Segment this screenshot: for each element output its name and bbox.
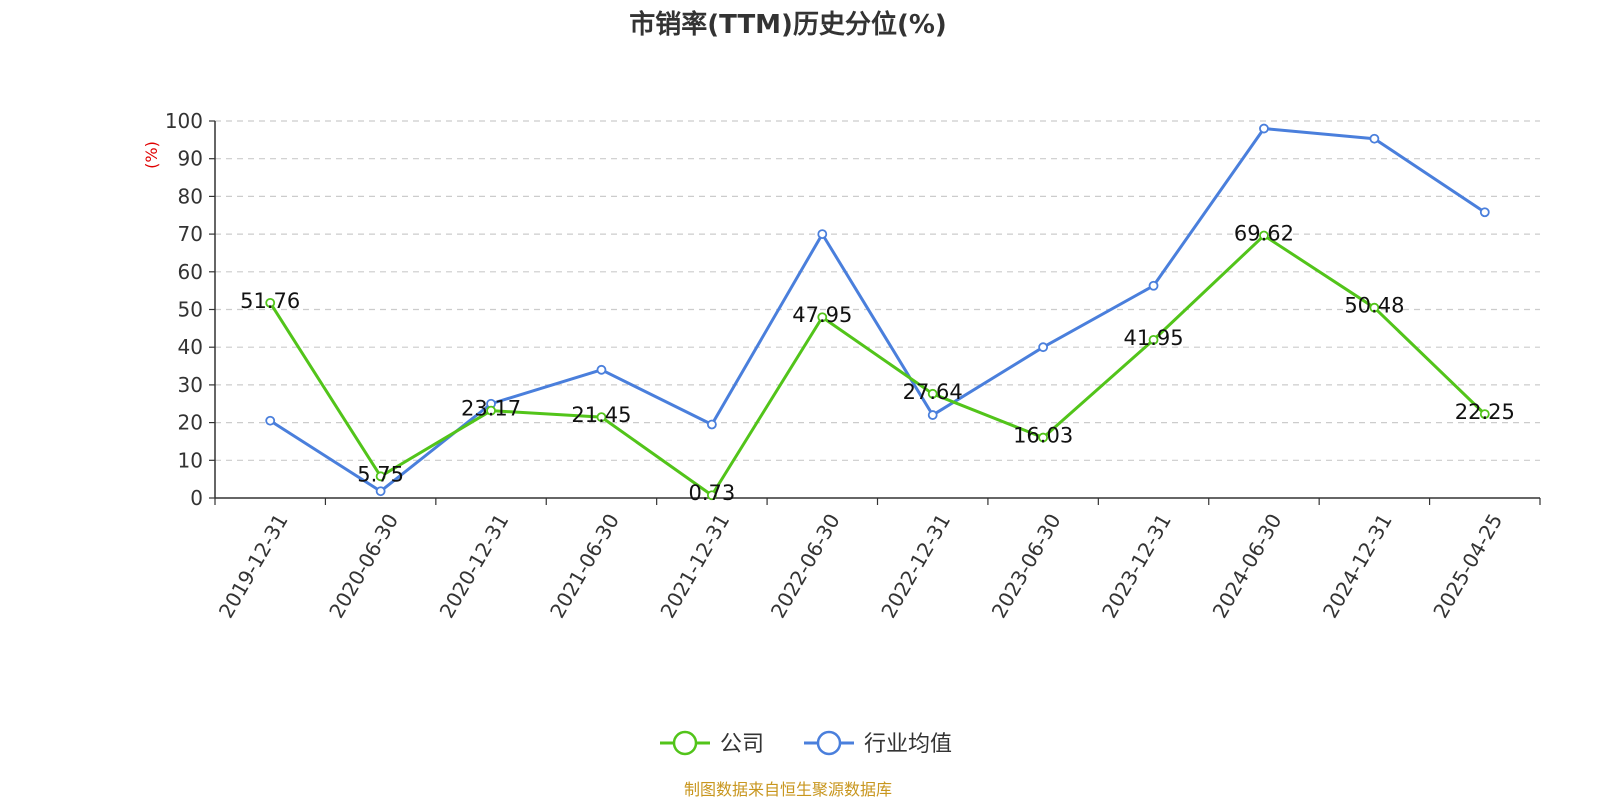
data-point <box>1259 123 1269 134</box>
grid-lines <box>215 120 1540 461</box>
data-point <box>1148 280 1159 291</box>
legend-item-company[interactable]: 公司 <box>660 730 764 757</box>
y-tick-label: 90 <box>178 147 203 171</box>
data-point <box>1369 302 1380 313</box>
data-point <box>1038 342 1049 353</box>
legend-item-industry-average[interactable]: 行业均值 <box>804 730 952 757</box>
x-tick-label: 2023-06-30 <box>987 510 1066 623</box>
legend-marker <box>672 730 698 756</box>
x-tick-label: 2021-06-30 <box>545 510 624 623</box>
x-tick-label: 2022-06-30 <box>766 510 845 623</box>
y-tick-label: 10 <box>178 448 203 472</box>
source-note: 制图数据来自恒生聚源数据库 <box>684 780 892 799</box>
x-tick-label: 2022-12-31 <box>876 509 955 622</box>
data-point <box>375 486 386 497</box>
data-point <box>927 388 938 399</box>
x-tick-label: 2025-04-25 <box>1428 510 1507 623</box>
data-label: 23.17 <box>461 397 521 421</box>
data-label: 69.62 <box>1234 222 1294 246</box>
y-axis-label: (%) <box>142 141 161 169</box>
data-point <box>1148 334 1159 345</box>
data-point <box>265 297 276 308</box>
legend-marker <box>816 730 842 756</box>
legend-label: 行业均值 <box>864 732 952 757</box>
data-label: 47.95 <box>792 303 852 327</box>
y-tick-label: 50 <box>178 298 203 322</box>
data-point <box>1259 230 1269 241</box>
legend-label: 公司 <box>720 732 764 757</box>
data-point <box>486 405 496 416</box>
x-tick-label: 2020-12-31 <box>435 509 514 622</box>
x-tick-label: 2021-12-31 <box>655 510 734 623</box>
data-point <box>706 490 717 501</box>
data-label: 22.25 <box>1455 400 1515 424</box>
data-label: 21.45 <box>571 403 631 427</box>
data-point <box>1038 432 1049 443</box>
data-label: 0.73 <box>688 481 735 505</box>
y-tick-label: 60 <box>178 260 203 284</box>
y-tick-label: 40 <box>178 335 203 359</box>
data-label: 27.64 <box>903 380 963 404</box>
legend[interactable]: 公司 行业均值 <box>660 730 952 757</box>
y-axis: 0 10 20 30 40 50 60 70 80 90 100 <box>165 109 216 510</box>
data-point <box>265 415 276 426</box>
data-point <box>375 471 386 482</box>
data-label: 5.75 <box>357 462 404 486</box>
data-point <box>1479 207 1490 218</box>
data-label: 50.48 <box>1344 294 1404 318</box>
x-tick-label: 2019-12-31 <box>214 510 293 623</box>
data-point <box>596 364 607 375</box>
data-point <box>927 410 938 420</box>
x-tick-label: 2020-06-30 <box>324 510 403 623</box>
x-axis: 2019-12-31 2020-06-30 2020-12-31 2021-06-30… <box>214 497 1541 623</box>
series-line-company <box>268 234 1486 497</box>
y-tick-label: 30 <box>178 373 203 397</box>
data-point <box>1479 409 1490 420</box>
y-tick-label: 70 <box>178 222 203 246</box>
data-point <box>1369 133 1380 144</box>
chart-title: 市销率(TTM)历史分位(%) <box>629 9 947 40</box>
series-line-industry-average <box>269 127 1486 493</box>
series-group <box>265 123 1490 501</box>
data-point <box>596 412 607 423</box>
data-point <box>817 312 828 323</box>
x-tick-label: 2023-12-31 <box>1097 510 1176 623</box>
y-tick-label: 20 <box>178 411 203 435</box>
data-label: 16.03 <box>1013 424 1073 448</box>
data-point <box>706 419 717 430</box>
data-point <box>817 229 828 240</box>
data-labels: 51.76 5.75 23.17 21.45 0.73 47.95 27.64 16.03 41… <box>240 222 1515 506</box>
data-label: 41.95 <box>1123 326 1183 350</box>
x-tick-label: 2024-06-30 <box>1208 510 1287 623</box>
y-tick-label: 0 <box>190 486 203 510</box>
y-tick-label: 80 <box>178 184 203 208</box>
data-label: 51.76 <box>240 289 300 313</box>
y-tick-label: 100 <box>165 109 203 133</box>
x-tick-label: 2024-12-31 <box>1318 510 1397 623</box>
